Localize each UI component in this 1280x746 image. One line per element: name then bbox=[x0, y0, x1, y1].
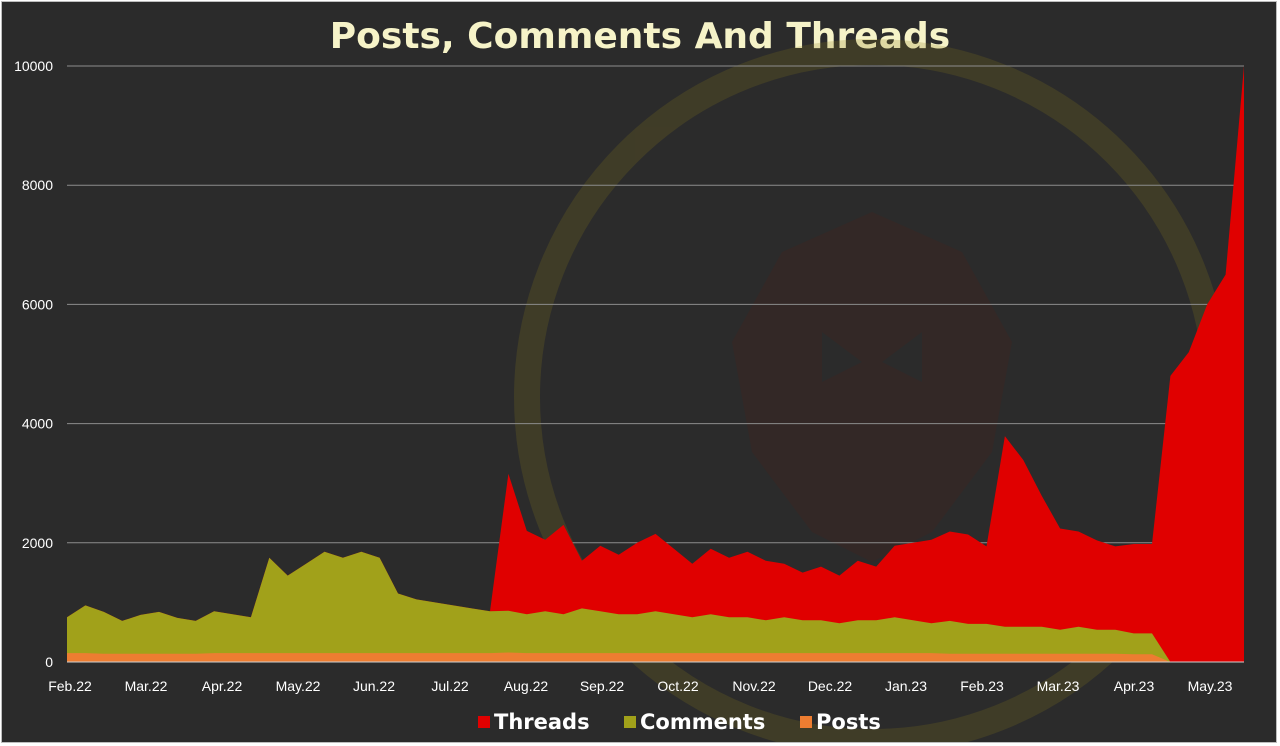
x-tick-label: Dec.22 bbox=[808, 678, 853, 694]
axes: 0 2000 4000 6000 8000 10000 Feb.22 Mar.22 Apr.22… bbox=[14, 58, 1244, 694]
x-tick-label: Feb.22 bbox=[48, 678, 92, 694]
x-tick-label: Oct.22 bbox=[657, 678, 698, 694]
y-tick-label: 2000 bbox=[22, 535, 53, 551]
x-tick-label: Apr.22 bbox=[202, 678, 243, 694]
x-tick-label: Jan.23 bbox=[885, 678, 927, 694]
y-tick-label: 6000 bbox=[22, 296, 53, 312]
legend-label-posts: Posts bbox=[816, 710, 881, 734]
x-tick-label: Feb.23 bbox=[960, 678, 1004, 694]
gridlines bbox=[67, 65, 1244, 544]
y-tick-label: 0 bbox=[45, 654, 53, 670]
y-tick-label: 10000 bbox=[14, 58, 53, 74]
x-tick-label: Jun.22 bbox=[353, 678, 395, 694]
area-threads bbox=[67, 66, 1244, 662]
legend-swatch-comments bbox=[624, 716, 636, 728]
x-tick-label: Jul.22 bbox=[431, 678, 469, 694]
x-tick-label: Sep.22 bbox=[580, 678, 625, 694]
x-tick-label: Apr.23 bbox=[1114, 678, 1155, 694]
legend-swatch-threads bbox=[478, 716, 490, 728]
x-tick-label: Aug.22 bbox=[504, 678, 549, 694]
y-tick-label: 4000 bbox=[22, 416, 53, 432]
x-tick-label: Mar.22 bbox=[125, 678, 168, 694]
y-tick-label: 8000 bbox=[22, 177, 53, 193]
area-posts bbox=[67, 652, 1244, 662]
x-tick-label: May.22 bbox=[276, 678, 321, 694]
x-tick-label: May.23 bbox=[1188, 678, 1233, 694]
legend: Threads Comments Posts bbox=[478, 710, 881, 734]
legend-swatch-posts bbox=[800, 716, 812, 728]
area-comments bbox=[67, 551, 1244, 662]
legend-label-threads: Threads bbox=[494, 710, 590, 734]
chart-title: Posts, Comments And Threads bbox=[329, 16, 951, 57]
legend-label-comments: Comments bbox=[640, 710, 765, 734]
x-tick-label: Nov.22 bbox=[732, 678, 776, 694]
x-tick-label: Mar.23 bbox=[1037, 678, 1080, 694]
plot-areas bbox=[67, 66, 1244, 662]
